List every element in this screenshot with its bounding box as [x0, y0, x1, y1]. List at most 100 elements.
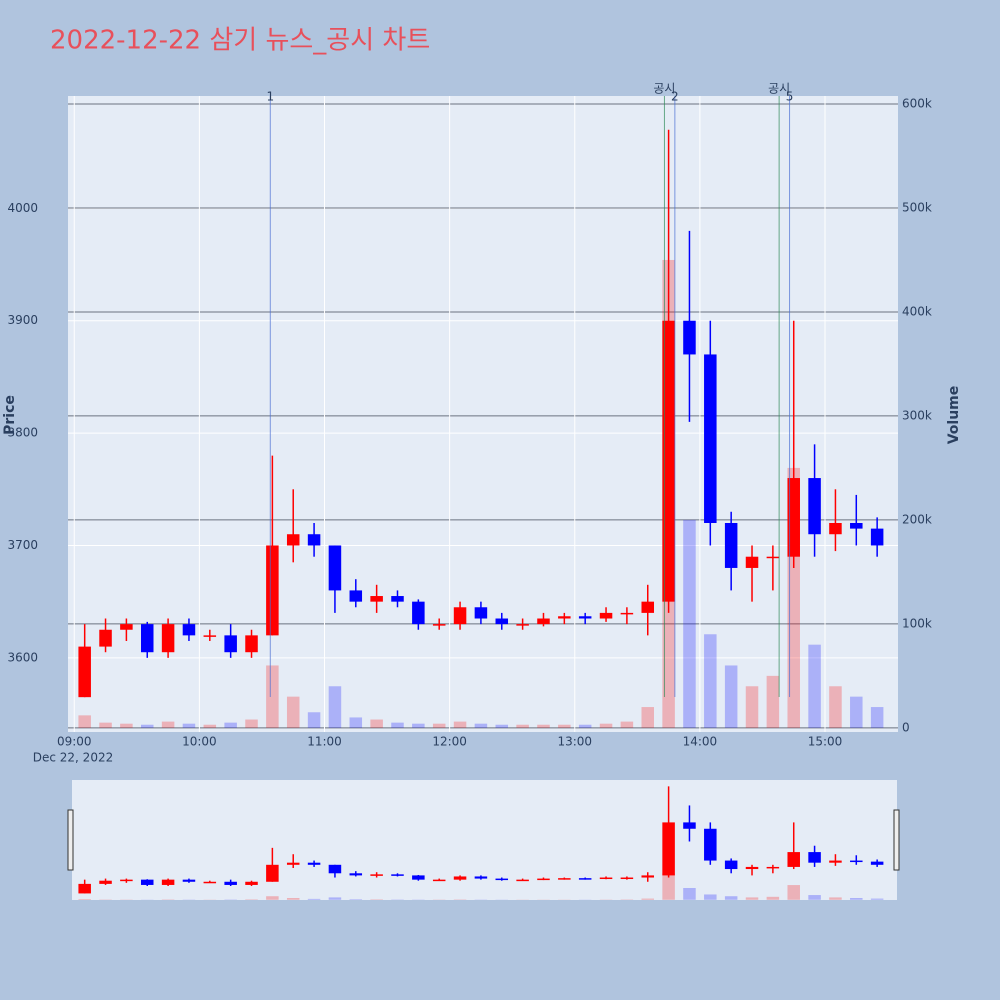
candle-body	[286, 534, 300, 546]
volume-bar	[704, 634, 717, 728]
slider-candle-body	[662, 822, 675, 876]
volume-bar	[495, 724, 509, 728]
slider-candle-body	[349, 873, 363, 876]
volume-bar	[140, 724, 154, 728]
slider-volume-bar	[745, 897, 759, 900]
volume-bar	[766, 675, 780, 728]
slider-candle-body	[391, 874, 404, 876]
slider-candle-body	[599, 877, 613, 880]
volume-bar	[266, 665, 279, 728]
y2-tick-label: 500k	[902, 200, 932, 214]
slider-candle-body	[412, 875, 425, 880]
candle-body	[182, 624, 196, 636]
volume-bar	[850, 696, 863, 728]
volume-bar	[245, 719, 258, 728]
x-tick-label: 09:00	[57, 735, 92, 749]
slider-handle[interactable]	[67, 809, 74, 871]
volume-bar	[578, 724, 592, 728]
slider-candle-body	[286, 862, 300, 865]
candle-body	[704, 354, 717, 523]
x-tick-label: 10:00	[182, 735, 217, 749]
y2-axis-title: Volume	[946, 386, 962, 445]
slider-candle-body	[620, 877, 634, 880]
candle-body	[662, 320, 675, 602]
y-tick-label: 3800	[7, 426, 38, 440]
slider-candle-body	[307, 862, 321, 865]
slider-volume-bar	[307, 898, 321, 900]
slider-volume-bar	[850, 897, 863, 900]
candle-body	[808, 478, 821, 535]
slider-candle-body	[745, 866, 759, 870]
slider-candle-body	[474, 876, 488, 879]
slider-candle-body	[224, 881, 237, 885]
candle-body	[391, 596, 404, 602]
candle-body	[161, 624, 175, 653]
candle-body	[140, 624, 154, 653]
slider-candle-body	[99, 880, 112, 884]
disclosure-label: 공시	[768, 82, 790, 96]
y2-tick-label: 300k	[902, 408, 932, 422]
candle-body	[745, 556, 759, 568]
slider-candle-body	[182, 879, 196, 882]
volume-bar	[349, 717, 363, 728]
disclosure-label: 공시	[653, 82, 675, 96]
slider-candle-body	[850, 860, 863, 863]
volume-bar	[78, 715, 91, 728]
x-tick-label: 11:00	[307, 735, 342, 749]
volume-bar	[161, 721, 175, 728]
candle-body	[516, 624, 529, 626]
slider-volume-bar	[683, 887, 696, 900]
news-label: 1	[266, 90, 274, 104]
range-slider[interactable]	[72, 780, 897, 900]
x-date-label: Dec 22, 2022	[33, 751, 113, 765]
slider-volume-bar	[662, 873, 675, 900]
volume-bar	[599, 723, 613, 728]
candle-body	[203, 635, 217, 637]
candle-body	[99, 629, 112, 647]
y-tick-label: 3900	[7, 313, 38, 327]
slider-candle-body	[558, 878, 571, 880]
slider-candle-body	[787, 852, 800, 867]
volume-bar	[620, 721, 634, 728]
slider-volume-bar	[328, 897, 342, 900]
slider-candle-body	[120, 879, 133, 882]
volume-bar	[307, 712, 321, 728]
volume-bar	[516, 724, 529, 728]
slider-volume-bar	[266, 896, 279, 900]
slider-handle[interactable]	[893, 809, 900, 871]
slider-volume-bar	[808, 895, 821, 900]
slider-candle-body	[537, 878, 550, 881]
x-tick-label: 15:00	[808, 735, 843, 749]
y2-tick-label: 100k	[902, 616, 932, 630]
candle-body	[120, 624, 133, 630]
plot-area	[68, 96, 898, 732]
slider-candle-body	[724, 860, 738, 870]
y-axis-title: Price	[2, 395, 18, 435]
slider-volume-bar	[78, 899, 91, 900]
candle-body	[766, 556, 780, 559]
volume-bar	[432, 723, 446, 728]
slider-volume-bar	[286, 897, 300, 900]
volume-bar	[224, 722, 237, 728]
volume-bar	[724, 665, 738, 728]
volume-bar	[745, 686, 759, 728]
slider-candle-body	[683, 822, 696, 829]
candle-body	[474, 607, 488, 619]
slider-candle-body	[432, 879, 446, 882]
slider-volume-bar	[766, 896, 780, 900]
y2-tick-label: 400k	[902, 304, 932, 318]
slider-candle-body	[829, 860, 842, 863]
volume-bar	[683, 519, 696, 728]
volume-bar	[870, 707, 884, 728]
candle-body	[850, 522, 863, 529]
volume-bar	[829, 686, 842, 728]
slider-candle-body	[161, 879, 175, 885]
candle-body	[328, 545, 342, 591]
x-tick-label: 14:00	[683, 735, 718, 749]
candle-body	[495, 618, 509, 625]
volume-bar	[558, 724, 571, 728]
slider-candle-body	[766, 866, 780, 869]
y-tick-label: 4000	[7, 201, 38, 215]
volume-bar	[412, 723, 425, 728]
